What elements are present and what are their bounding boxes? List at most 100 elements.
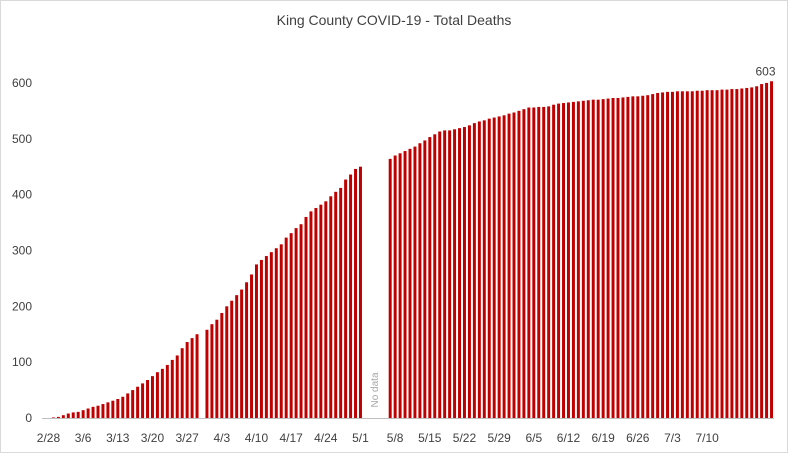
bar (190, 338, 194, 418)
bar (96, 405, 100, 418)
bar (324, 201, 328, 418)
bar (259, 259, 263, 418)
bar (680, 91, 684, 419)
bar (354, 168, 358, 418)
bar (750, 87, 754, 418)
bar (656, 92, 660, 418)
bar-series (51, 81, 774, 419)
bar (160, 368, 164, 418)
last-value-label: 603 (756, 64, 776, 78)
bar (279, 244, 283, 418)
bar (730, 89, 734, 418)
bar (284, 237, 288, 418)
bar (552, 104, 556, 418)
x-tick-label: 5/15 (418, 431, 442, 445)
y-tick-label: 600 (12, 76, 32, 90)
bar (329, 196, 333, 418)
bar (512, 112, 516, 419)
bar (155, 372, 159, 418)
bar (458, 128, 462, 418)
bar (443, 130, 447, 418)
bar (428, 137, 432, 418)
bar (195, 334, 199, 418)
bar (334, 191, 338, 418)
bar (725, 89, 729, 419)
bar (185, 342, 189, 418)
bar (651, 94, 655, 418)
x-axis-labels: 2/28 3/6 3/13 3/20 3/27 4/3 4/10 4/17 4/24 5/1 5/8… (37, 431, 719, 445)
bar (66, 413, 70, 418)
bar (264, 256, 268, 418)
bar (770, 81, 774, 418)
bar (314, 208, 318, 418)
bar (225, 306, 229, 418)
bar (230, 300, 234, 418)
bar (462, 127, 466, 418)
x-tick-label: 5/8 (387, 431, 404, 445)
bar (666, 91, 670, 419)
bar (71, 412, 75, 418)
bar (507, 113, 511, 418)
bar (101, 404, 105, 418)
bar (150, 376, 154, 418)
x-tick-label: 7/10 (695, 431, 719, 445)
bar (710, 90, 714, 419)
bar (586, 100, 590, 419)
bar (562, 103, 566, 418)
bar (482, 120, 486, 418)
x-tick-label: 3/27 (175, 431, 199, 445)
bar (745, 87, 749, 418)
bar (566, 102, 570, 418)
annotations: 603 No data (370, 64, 776, 407)
bar (542, 106, 546, 418)
y-tick-label: 100 (12, 355, 32, 369)
bar (106, 402, 110, 418)
bar (250, 274, 254, 418)
bar (517, 110, 521, 418)
bar (403, 151, 407, 418)
bar (616, 98, 620, 418)
bar (136, 386, 140, 418)
x-tick-label: 6/12 (557, 431, 581, 445)
bar (700, 90, 704, 419)
bar (596, 99, 600, 419)
bar (393, 155, 397, 418)
bar (448, 130, 452, 418)
y-axis-labels: 0 100 200 300 400 500 600 (12, 76, 32, 425)
x-tick-label: 4/17 (279, 431, 303, 445)
bar (423, 140, 427, 418)
bar (695, 90, 699, 419)
bar (269, 252, 273, 418)
y-tick-label: 400 (12, 188, 32, 202)
x-tick-label: 3/13 (106, 431, 130, 445)
bar (636, 96, 640, 418)
bar (51, 417, 55, 418)
bar (388, 158, 392, 418)
x-tick-label: 6/26 (626, 431, 650, 445)
no-data-label: No data (370, 372, 381, 407)
bar (274, 248, 278, 418)
bar (254, 264, 258, 418)
bar (413, 146, 417, 418)
bar (581, 100, 585, 418)
x-tick-label: 5/1 (352, 431, 369, 445)
bar (477, 121, 481, 419)
bar (487, 118, 491, 418)
bar (631, 96, 635, 418)
bar (289, 233, 293, 418)
bar (547, 106, 551, 418)
bar (170, 359, 174, 418)
x-tick-label: 5/29 (487, 431, 511, 445)
bar (740, 88, 744, 418)
x-tick-label: 6/5 (525, 431, 542, 445)
bar (527, 107, 531, 418)
y-tick-label: 0 (25, 411, 32, 425)
x-tick-label: 5/22 (453, 431, 477, 445)
bar (344, 179, 348, 418)
x-tick-label: 7/3 (664, 431, 681, 445)
chart-title: King County COVID-19 - Total Deaths (276, 12, 512, 28)
bar (606, 98, 610, 418)
bar (497, 116, 501, 419)
bar (210, 324, 214, 418)
